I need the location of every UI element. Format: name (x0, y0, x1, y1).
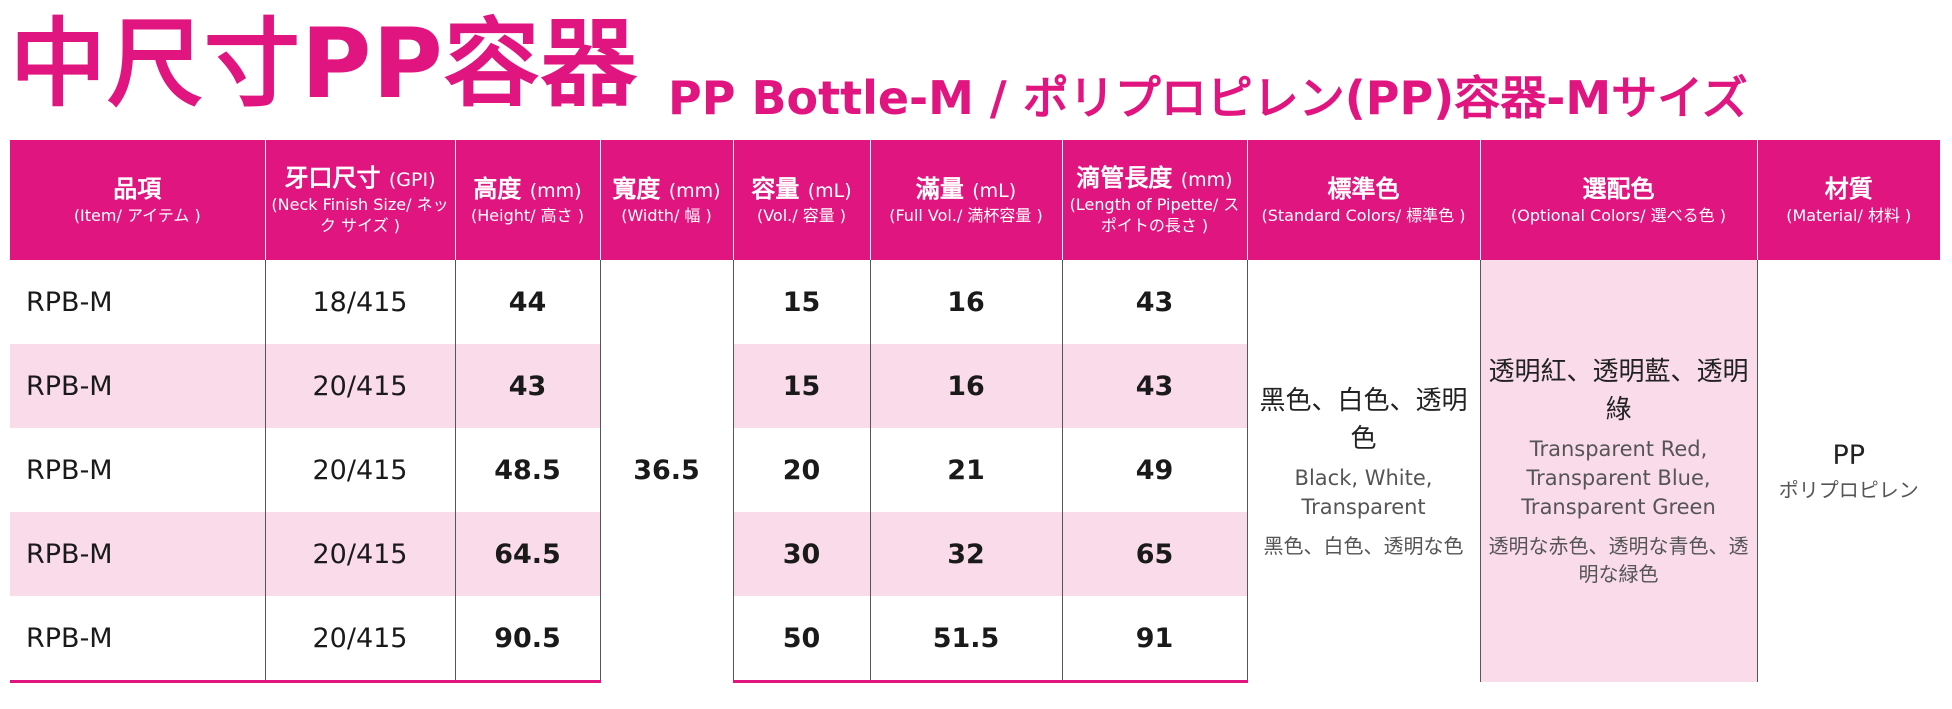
cell-item: RPB-M (26, 454, 113, 486)
cell-neck: 20/415 (264, 596, 455, 683)
header-item: 品項 (Item/ アイテム ) (10, 140, 265, 260)
cell-volume: 30 (732, 512, 870, 596)
cell-full-volume: 51.5 (869, 596, 1062, 683)
table-row: RPB-M 20/415 64.5 30 32 65 (10, 512, 1940, 596)
cell-item: RPB-M (10, 596, 265, 683)
material-sub: ポリプロピレン (1778, 477, 1919, 502)
cell-neck: 20/415 (264, 344, 455, 428)
spec-table: 品項 (Item/ アイテム ) 牙口尺寸 (GPI) (Neck Finish… (10, 140, 1940, 683)
cell-height: 43 (454, 344, 600, 428)
standard-colors-en: Black, White, Transparent (1294, 465, 1433, 519)
table-row: RPB-M 20/415 90.5 50 51.5 91 (10, 596, 1940, 683)
header-pipette-length: 滴管長度 (mm) (Length of Pipette/ スポイトの長さ ) (1061, 140, 1247, 260)
header-volume: 容量 (mL) (Vol./ 容量 ) (732, 140, 870, 260)
header-material: 材質 (Material/ 材料 ) (1756, 140, 1940, 260)
standard-colors-ja: 黑色、白色、透明な色 (1263, 533, 1464, 558)
cell-standard-colors: 黑色、白色、透明色 Black, White, Transparent 黑色、白… (1246, 260, 1480, 682)
cell-pipette: 91 (1061, 596, 1247, 683)
cell-full-volume: 16 (869, 260, 1062, 344)
cell-width-merged: 36.5 (599, 260, 733, 682)
title-row: 中尺寸PP容器 PP Bottle-M / ポリプロピレン(PP)容器-Mサイズ (10, 10, 1940, 130)
cell-volume: 15 (732, 344, 870, 428)
cell-neck: 18/415 (264, 260, 455, 344)
table-row: RPB-M 20/415 43 15 16 43 (10, 344, 1940, 428)
material-main: PP (1832, 439, 1866, 471)
header-optional-colors: 選配色 (Optional Colors/ 選べる色 ) (1479, 140, 1757, 260)
cell-volume: 20 (732, 428, 870, 512)
table-header-row: 品項 (Item/ アイテム ) 牙口尺寸 (GPI) (Neck Finish… (10, 140, 1940, 260)
header-full-volume: 滿量 (mL) (Full Vol./ 満杯容量 ) (869, 140, 1062, 260)
cell-pipette: 49 (1061, 428, 1247, 512)
cell-neck: 20/415 (264, 512, 455, 596)
optional-colors-zh: 透明紅、透明藍、透明綠 (1488, 357, 1749, 426)
cell-neck: 20/415 (264, 428, 455, 512)
optional-colors-ja: 透明な赤色、透明な青色、透明な緑色 (1488, 534, 1749, 587)
table-row: RPB-M 18/415 44 36.5 15 16 43 黑色、白色、透明色 … (10, 260, 1940, 682)
cell-material: PP ポリプロピレン (1756, 260, 1940, 682)
cell-volume: 15 (732, 260, 870, 344)
cell-height: 90.5 (454, 596, 600, 683)
standard-colors-zh: 黑色、白色、透明色 (1259, 385, 1468, 454)
cell-full-volume: 21 (869, 428, 1062, 512)
cell-volume: 50 (732, 596, 870, 683)
cell-optional-colors: 透明紅、透明藍、透明綠 Transparent Red, Transparent… (1479, 260, 1757, 682)
cell-height: 64.5 (454, 512, 600, 596)
optional-colors-en: Transparent Red, Transparent Blue, Trans… (1521, 437, 1716, 520)
header-height: 高度 (mm) (Height/ 高さ ) (454, 140, 600, 260)
page-subtitle: PP Bottle-M / ポリプロピレン(PP)容器-Mサイズ (668, 71, 1748, 125)
cell-height: 44 (454, 260, 600, 344)
cell-pipette: 43 (1061, 344, 1247, 428)
cell-full-volume: 32 (869, 512, 1062, 596)
cell-full-volume: 16 (869, 344, 1062, 428)
table-row: RPB-M 20/415 48.5 20 21 49 (10, 428, 1940, 512)
header-neck-finish: 牙口尺寸 (GPI) (Neck Finish Size/ ネック サイズ ) (264, 140, 455, 260)
header-width: 寬度 (mm) (Width/ 幅 ) (599, 140, 733, 260)
cell-height: 48.5 (454, 428, 600, 512)
cell-pipette: 65 (1061, 512, 1247, 596)
cell-item: RPB-M (10, 344, 265, 428)
cell-item: RPB-M (26, 286, 113, 318)
cell-item: RPB-M (10, 512, 265, 596)
cell-pipette: 43 (1061, 260, 1247, 344)
page-title: 中尺寸PP容器 (10, 8, 638, 120)
header-standard-colors: 標準色 (Standard Colors/ 標準色 ) (1246, 140, 1480, 260)
